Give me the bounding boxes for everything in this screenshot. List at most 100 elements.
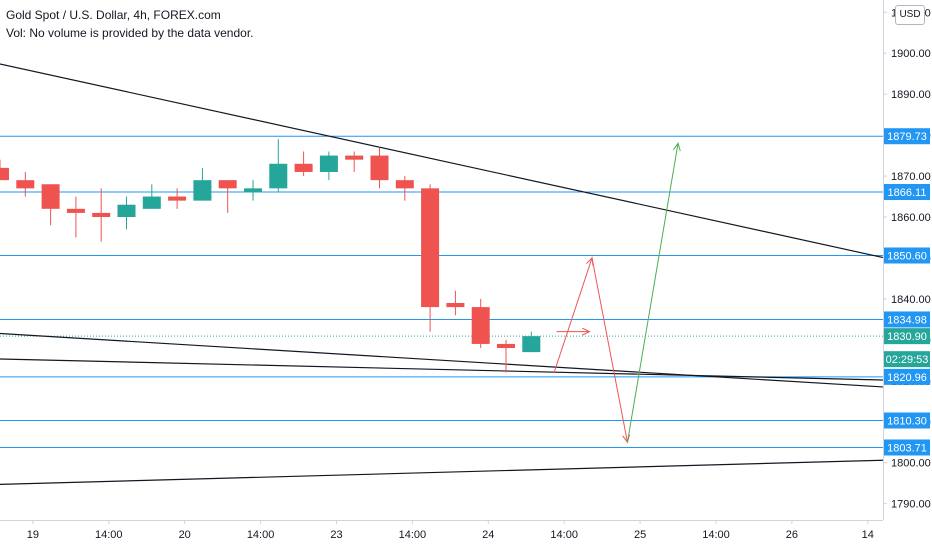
candle (345, 151, 364, 172)
x-tick-label: 20 (179, 529, 191, 541)
level-label-bg (884, 368, 930, 385)
candle (92, 188, 111, 242)
candle-body (244, 188, 262, 193)
level-label-text: 1866.11 (888, 187, 927, 199)
candle (522, 331, 541, 353)
x-tick-label: 14:00 (399, 529, 427, 541)
countdown-text: 02:29:53 (886, 354, 929, 366)
candle-body (0, 167, 9, 181)
trend-line (0, 332, 883, 388)
candle-body (345, 155, 364, 160)
level-label: 1850.60 (884, 247, 930, 264)
level-label-bg (884, 128, 930, 145)
candle-body (522, 336, 541, 353)
candle-body (446, 302, 465, 308)
candle-body (370, 155, 389, 181)
candle (421, 184, 440, 332)
plot-area (0, 63, 883, 485)
candle (446, 290, 465, 316)
candle-body (269, 163, 288, 189)
candle (66, 196, 85, 238)
y-tick-label: 1860.00 (891, 212, 931, 224)
projection-arrowhead-red (582, 327, 591, 336)
projection-arrowhead-red (586, 256, 594, 266)
candle-body (168, 196, 187, 201)
candle-body (319, 155, 338, 172)
candle (244, 180, 262, 201)
level-label: 1834.98 (884, 311, 930, 328)
current-price-label: 1830.90 (884, 328, 930, 345)
y-tick-label: 1790.00 (891, 499, 931, 511)
candle (294, 151, 313, 177)
candle-body (117, 204, 136, 218)
candle-body (92, 212, 111, 218)
candle (395, 176, 414, 201)
level-label: 1803.71 (884, 439, 930, 456)
y-tick-label: 1840.00 (891, 294, 931, 306)
level-label: 1820.96 (884, 368, 930, 385)
candle (142, 184, 161, 209)
x-tick-label: 19 (27, 529, 39, 541)
level-label: 1810.30 (884, 412, 930, 429)
volume-note: Vol: No volume is provided by the data v… (6, 26, 254, 40)
level-label-text: 1834.98 (887, 314, 927, 326)
level-label-bg (884, 183, 930, 200)
candle (471, 298, 490, 349)
candle (41, 184, 60, 226)
x-tick-label: 25 (634, 529, 646, 541)
candle (370, 147, 389, 189)
x-tick-label: 26 (786, 529, 798, 541)
candle (269, 139, 288, 193)
current-price-label-bg (884, 328, 930, 345)
level-label-bg (884, 247, 930, 264)
level-label-bg (884, 311, 930, 328)
countdown-bg (884, 351, 930, 368)
projection-arrowhead-green (672, 142, 681, 152)
candle (0, 159, 9, 181)
candle-body (66, 208, 85, 213)
x-tick-label: 14:00 (550, 529, 578, 541)
level-label-text: 1803.71 (887, 442, 927, 454)
y-tick-label: 1800.00 (891, 458, 931, 470)
y-tick-label: 1900.00 (891, 48, 931, 60)
level-label-text: 1850.60 (887, 250, 927, 262)
candle (168, 188, 187, 209)
candle-body (497, 343, 515, 349)
projection-arrow-red (553, 255, 628, 443)
candle-body (16, 180, 35, 189)
candle (497, 339, 515, 373)
level-label-text: 1810.30 (887, 416, 927, 428)
x-tick-label: 14:00 (247, 529, 275, 541)
level-label-bg (884, 412, 930, 429)
candle (218, 180, 237, 213)
time-axis: 19 14:00 20 14:00 23 14:00 24 14:00 25 14:00 26 14 (27, 520, 874, 541)
candle (319, 151, 338, 181)
candle-body (471, 307, 490, 344)
candle (117, 196, 136, 230)
currency-button[interactable]: USD (895, 5, 925, 25)
x-tick-label: 23 (330, 529, 342, 541)
countdown-label: 02:29:53 (884, 351, 930, 368)
candle-body (193, 180, 212, 201)
candle-body (218, 180, 237, 189)
chart-title: Gold Spot / U.S. Dollar, 4h, FOREX.com (6, 8, 221, 22)
x-tick-label: 14 (862, 529, 874, 541)
level-label-text: 1879.73 (887, 131, 927, 143)
current-price-label-text: 1830.90 (887, 331, 927, 343)
level-label: 1866.11 (884, 183, 930, 200)
x-tick-label: 24 (482, 529, 494, 541)
candle-body (294, 163, 313, 172)
level-label-bg (884, 439, 930, 456)
trend-line (0, 358, 883, 381)
candle-body (41, 184, 60, 209)
candle (193, 167, 212, 201)
candle-body (395, 180, 414, 189)
level-label: 1879.73 (884, 128, 930, 145)
candle-body (142, 196, 161, 209)
level-label-text: 1820.96 (887, 372, 927, 384)
trend-line (0, 459, 883, 485)
trend-line (0, 63, 883, 259)
y-tick-label: 1890.00 (891, 89, 931, 101)
